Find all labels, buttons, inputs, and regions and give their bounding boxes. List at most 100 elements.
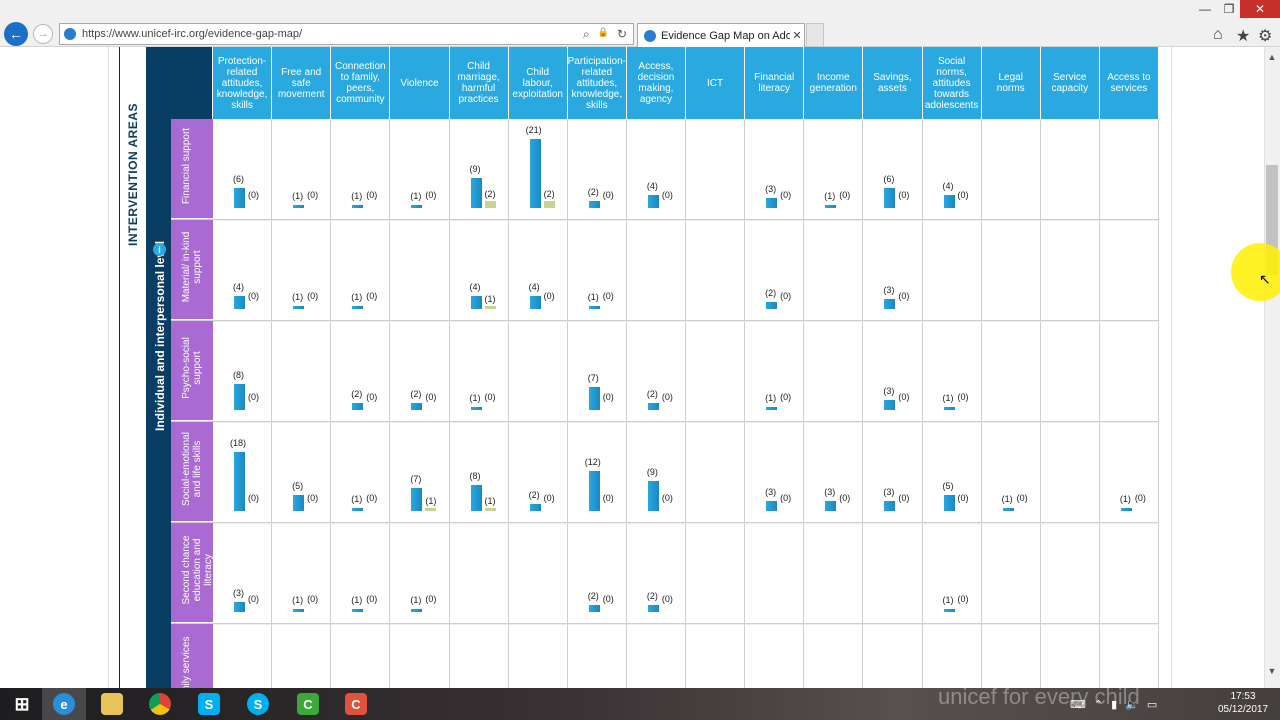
taskbar-chrome[interactable] xyxy=(138,688,182,720)
map-cell[interactable]: (8) (0) xyxy=(213,321,273,421)
map-cell[interactable]: (2) (0) xyxy=(567,119,627,219)
evidence-bar[interactable] xyxy=(766,501,778,511)
map-cell[interactable]: (9) (2) xyxy=(449,119,509,219)
column-header[interactable]: Savings, assets xyxy=(863,47,923,119)
evidence-bar[interactable] xyxy=(411,204,423,208)
map-cell[interactable]: (1) (0) xyxy=(331,523,391,623)
evidence-bar[interactable] xyxy=(293,494,305,511)
tray-chevron-icon[interactable]: ⌃ xyxy=(1093,698,1104,711)
evidence-bar[interactable] xyxy=(884,188,896,208)
evidence-bar[interactable] xyxy=(884,400,896,410)
battery-icon[interactable]: ▭ xyxy=(1146,698,1158,711)
volume-icon[interactable]: 🔈 xyxy=(1125,698,1139,711)
column-header[interactable]: Participation-related attitudes, knowled… xyxy=(568,47,627,119)
window-close-button[interactable]: ✕ xyxy=(1240,0,1280,18)
column-header[interactable]: Access to services xyxy=(1100,47,1159,119)
map-cell[interactable]: (2) (0) xyxy=(626,321,686,421)
taskbar-skype[interactable]: S xyxy=(187,688,231,720)
evidence-bar[interactable] xyxy=(943,608,955,612)
map-cell[interactable]: (8) (1) xyxy=(449,422,509,522)
map-cell[interactable]: (18) (0) xyxy=(213,422,273,522)
taskbar-camtasia-red[interactable]: C xyxy=(334,688,378,720)
map-cell[interactable]: (1) (0) xyxy=(331,220,391,320)
evidence-bar[interactable] xyxy=(647,605,659,612)
evidence-bar[interactable] xyxy=(234,295,245,309)
evidence-bar[interactable] xyxy=(647,194,659,208)
map-cell[interactable]: (4) (0) xyxy=(626,119,686,219)
evidence-bar[interactable] xyxy=(588,471,600,511)
evidence-bar[interactable] xyxy=(352,507,364,511)
map-cell[interactable]: (7) (1) xyxy=(390,422,450,522)
evidence-bar[interactable] xyxy=(588,305,600,309)
map-cell[interactable]: (3) (0) xyxy=(213,523,273,623)
evidence-bar[interactable] xyxy=(1120,507,1132,511)
vertical-scrollbar[interactable] xyxy=(1264,47,1280,688)
map-cell[interactable]: (1) (0) xyxy=(390,523,450,623)
start-button[interactable]: ⊞ xyxy=(0,688,44,720)
scroll-down-arrow-icon[interactable]: ▼ xyxy=(1267,666,1277,676)
info-icon[interactable]: i xyxy=(153,243,166,256)
column-header[interactable]: Legal norms xyxy=(982,47,1041,119)
evidence-bar[interactable] xyxy=(470,406,482,410)
map-cell[interactable]: (3) (0) xyxy=(863,422,923,522)
map-cell[interactable]: (1) (0) xyxy=(1099,422,1159,522)
map-cell[interactable]: (12) (0) xyxy=(567,422,627,522)
map-cell[interactable]: (2) (0) xyxy=(626,523,686,623)
map-cell[interactable]: (1) (0) xyxy=(390,119,450,219)
refresh-icon[interactable]: ↻ xyxy=(616,26,627,41)
evidence-bar[interactable] xyxy=(293,608,305,612)
evidence-bar[interactable] xyxy=(470,295,482,309)
row-label[interactable]: Second chance education and literacy xyxy=(171,523,213,623)
evidence-bar[interactable] xyxy=(411,487,423,511)
map-cell[interactable]: (2) (0) xyxy=(331,321,391,421)
favorites-star-icon[interactable]: ★ xyxy=(1236,28,1251,45)
tab-evidence-gap-map[interactable]: Evidence Gap Map on Adol... ✕ xyxy=(637,23,805,47)
back-button[interactable]: ← xyxy=(4,22,28,46)
window-minimize-button[interactable]: — xyxy=(1199,2,1211,16)
lock-icon[interactable]: 🔒 xyxy=(597,26,609,37)
row-label[interactable]: Psycho-social support xyxy=(171,321,213,421)
map-cell[interactable]: (1) (0) xyxy=(272,523,332,623)
row-label[interactable]: Material/ in-kind support xyxy=(171,220,213,320)
evidence-bar[interactable] xyxy=(588,201,600,208)
evidence-bar[interactable] xyxy=(470,178,482,208)
scroll-up-arrow-icon[interactable]: ▲ xyxy=(1267,52,1277,62)
taskbar-skype-business[interactable]: S xyxy=(236,688,280,720)
evidence-bar[interactable] xyxy=(884,501,896,511)
column-header[interactable]: Financial literacy xyxy=(745,47,805,119)
new-tab-button[interactable] xyxy=(806,23,824,47)
evidence-bar[interactable] xyxy=(293,305,305,309)
evidence-bar[interactable] xyxy=(766,302,778,309)
map-cell[interactable]: (1) (0) xyxy=(331,119,391,219)
map-cell[interactable]: (5) (0) xyxy=(922,422,982,522)
keyboard-icon[interactable]: ⌨ xyxy=(1070,698,1086,711)
secondary-evidence-bar[interactable] xyxy=(543,201,555,208)
evidence-bar[interactable] xyxy=(1002,507,1014,511)
evidence-bar[interactable] xyxy=(293,204,305,208)
map-cell[interactable]: (2) (0) xyxy=(567,523,627,623)
evidence-bar[interactable] xyxy=(411,403,423,410)
evidence-bar[interactable] xyxy=(529,295,541,309)
evidence-bar[interactable] xyxy=(352,403,364,410)
evidence-bar[interactable] xyxy=(825,204,837,208)
map-cell[interactable]: (3) (0) xyxy=(745,119,805,219)
evidence-bar[interactable] xyxy=(529,138,541,208)
map-cell[interactable]: (3) (0) xyxy=(863,220,923,320)
map-cell[interactable]: (6) (0) xyxy=(863,119,923,219)
column-header[interactable]: Income generation xyxy=(804,47,864,119)
row-label[interactable]: Financial support xyxy=(171,119,213,219)
settings-gear-icon[interactable]: ⚙ xyxy=(1258,28,1273,45)
evidence-bar[interactable] xyxy=(234,451,245,511)
evidence-bar[interactable] xyxy=(352,608,364,612)
column-header[interactable]: Access, decision making, agency xyxy=(627,47,686,119)
evidence-bar[interactable] xyxy=(352,204,364,208)
network-icon[interactable]: ▮ xyxy=(1111,698,1118,711)
evidence-bar[interactable] xyxy=(352,305,364,309)
evidence-bar[interactable] xyxy=(766,198,778,208)
taskbar-file-explorer[interactable] xyxy=(90,688,134,720)
map-cell[interactable]: (4) (1) xyxy=(449,220,509,320)
map-cell[interactable]: (1) (0) xyxy=(922,321,982,421)
map-cell[interactable]: (21) (2) xyxy=(508,119,568,219)
column-header[interactable]: Service capacity xyxy=(1041,47,1100,119)
map-cell[interactable]: (1) (0) xyxy=(272,119,332,219)
